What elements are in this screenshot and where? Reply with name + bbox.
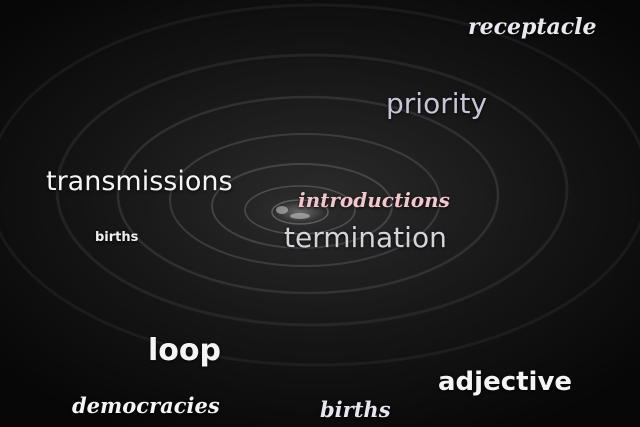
word-births-small: births	[95, 230, 139, 245]
word-adjective: adjective	[438, 367, 573, 397]
word-termination: termination	[284, 221, 447, 254]
word-births-bottom: births	[320, 397, 391, 422]
word-introductions: introductions	[298, 188, 450, 212]
word-priority: priority	[386, 87, 488, 120]
word-loop: loop	[148, 333, 221, 368]
word-democracies: democracies	[72, 393, 220, 418]
word-receptacle: receptacle	[468, 14, 597, 40]
word-transmissions: transmissions	[46, 166, 233, 197]
